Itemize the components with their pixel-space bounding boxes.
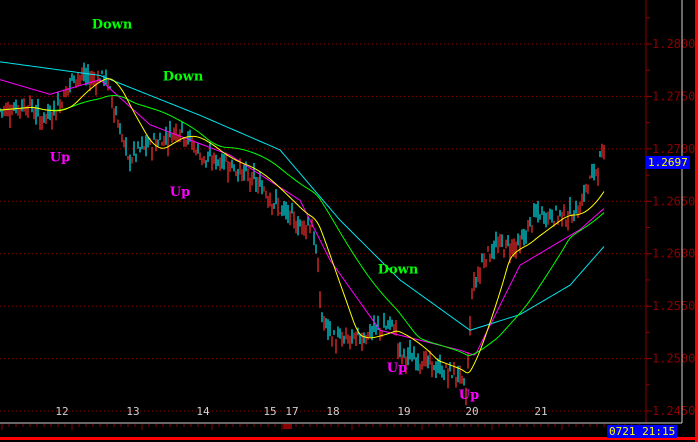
y-tick-label: 1.2550 (652, 299, 695, 313)
y-tick-label: 1.2700 (652, 142, 695, 156)
down-signal-label: Down (92, 17, 133, 32)
window-border-right (695, 0, 698, 442)
moving-average-line (0, 95, 605, 356)
x-tick-label: 20 (465, 405, 478, 418)
down-signal-label: Down (378, 263, 419, 278)
up-signal-label: Up (387, 361, 407, 376)
current-price-label: 1.2697 (646, 156, 690, 169)
y-tick-label: 1.2800 (652, 37, 695, 51)
x-tick-label: 12 (55, 405, 68, 418)
moving-average-line (0, 79, 605, 356)
x-tick-label: 19 (397, 405, 410, 418)
y-tick-label: 1.2500 (652, 352, 695, 366)
down-signal-label: Down (163, 70, 204, 85)
x-tick-label: 14 (196, 405, 210, 418)
up-signal-label: Up (50, 150, 70, 165)
y-tick-label: 1.2650 (652, 194, 695, 208)
y-tick-label: 1.2750 (652, 89, 695, 103)
x-tick-label: 18 (326, 405, 339, 418)
x-tick-label: 13 (126, 405, 139, 418)
x-tick-label: 17 (285, 405, 298, 418)
moving-average-line (0, 61, 605, 331)
x-tick-label: 21 (534, 405, 547, 418)
moving-average-line (0, 78, 605, 374)
time-scrollbar-thumb[interactable] (283, 424, 292, 429)
window-border-bottom (0, 437, 698, 440)
up-signal-label: Up (459, 388, 479, 403)
x-tick-label: 15 (263, 405, 276, 418)
y-tick-label: 1.2450 (652, 404, 695, 418)
up-signal-label: Up (170, 185, 190, 200)
y-tick-label: 1.2600 (652, 247, 695, 261)
cursor-time-label: 0721 21:15 (607, 425, 678, 438)
candles (0, 62, 605, 406)
